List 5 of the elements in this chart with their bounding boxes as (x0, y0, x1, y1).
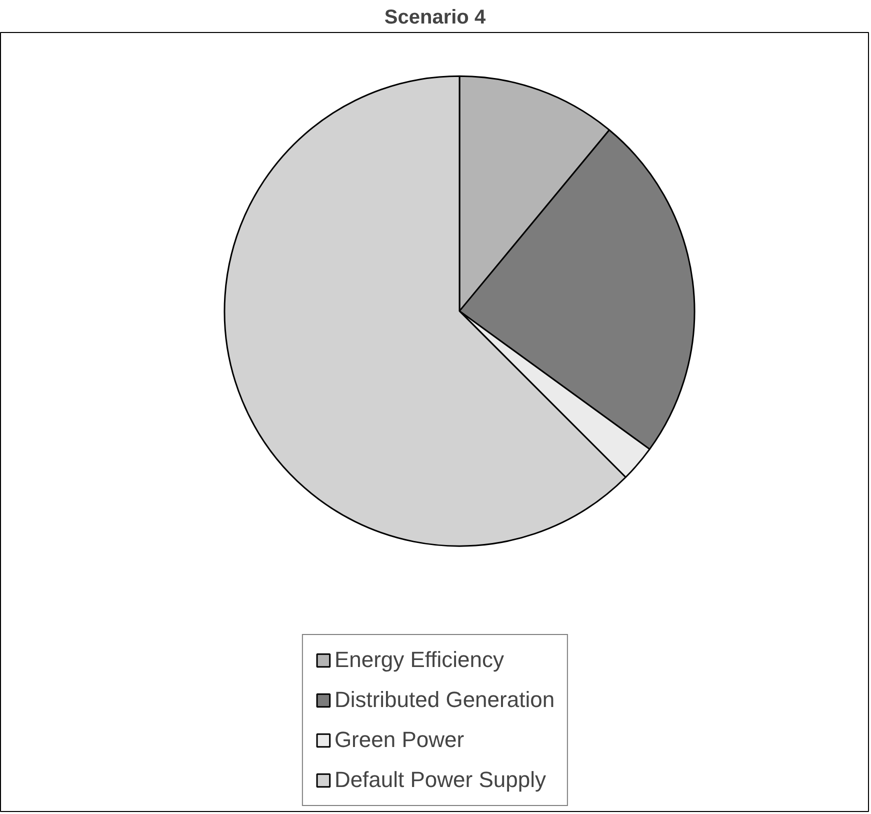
legend-label: Default Power Supply (334, 767, 546, 793)
chart-title: Scenario 4 (384, 6, 486, 28)
legend-label: Energy Efficiency (334, 647, 504, 673)
legend-label: Green Power (334, 727, 464, 753)
legend-label: Distributed Generation (334, 687, 555, 713)
